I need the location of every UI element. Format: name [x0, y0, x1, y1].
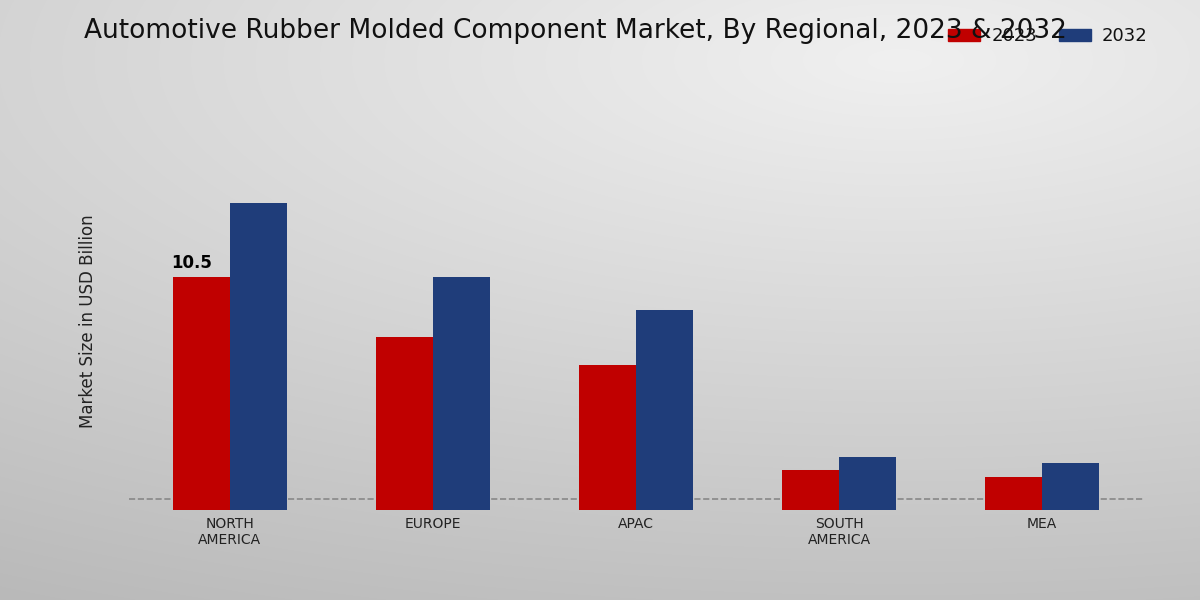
Text: 10.5: 10.5 — [170, 254, 211, 272]
Bar — [433, 277, 490, 510]
Bar — [839, 457, 896, 510]
Bar — [230, 203, 287, 510]
Y-axis label: Market Size in USD Billion: Market Size in USD Billion — [79, 214, 97, 428]
Bar — [173, 277, 230, 510]
Legend: 2023, 2032: 2023, 2032 — [941, 20, 1154, 53]
Bar — [376, 337, 433, 510]
Bar — [985, 476, 1042, 510]
Bar — [1042, 463, 1099, 510]
Bar — [636, 310, 692, 510]
Bar — [782, 470, 839, 510]
Text: Automotive Rubber Molded Component Market, By Regional, 2023 & 2032: Automotive Rubber Molded Component Marke… — [84, 18, 1067, 44]
Bar — [580, 365, 636, 510]
